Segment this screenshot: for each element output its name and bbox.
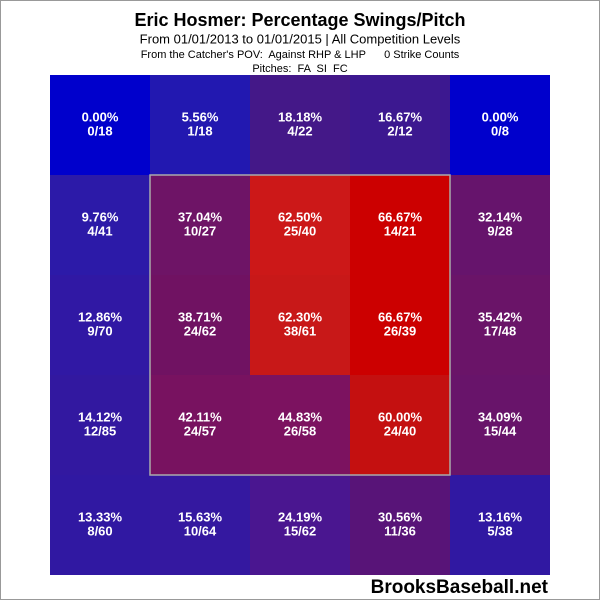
- cell-count-label: 11/36: [384, 523, 416, 538]
- cell-count-label: 24/40: [384, 423, 417, 438]
- heatmap-cell: [150, 375, 250, 475]
- heatmap-cell: [50, 375, 150, 475]
- cell-count-label: 9/70: [87, 323, 112, 338]
- cell-value-label: 9.76%: [82, 209, 119, 224]
- cell-count-label: 1/18: [187, 123, 212, 138]
- cell-value-label: 5.56%: [182, 109, 219, 124]
- cell-value-label: 13.33%: [78, 509, 123, 524]
- heatmap-cell: [150, 175, 250, 275]
- cell-count-label: 9/28: [487, 223, 512, 238]
- heatmap-cell: [50, 175, 150, 275]
- cell-count-label: 25/40: [284, 223, 317, 238]
- heatmap-cell: [350, 175, 450, 275]
- chart-title: Eric Hosmer: Percentage Swings/Pitch: [134, 10, 465, 30]
- cell-value-label: 66.67%: [378, 309, 423, 324]
- cell-count-label: 12/85: [84, 423, 117, 438]
- heatmap-cell: [450, 275, 550, 375]
- cell-count-label: 15/62: [284, 523, 317, 538]
- cell-value-label: 16.67%: [378, 109, 423, 124]
- heatmap-cell: [250, 175, 350, 275]
- heatmap: 0.00%0/185.56%1/1818.18%4/2216.67%2/120.…: [50, 75, 550, 575]
- cell-value-label: 32.14%: [478, 209, 523, 224]
- cell-value-label: 34.09%: [478, 409, 523, 424]
- cell-count-label: 15/44: [484, 423, 517, 438]
- heatmap-cell: [50, 475, 150, 575]
- heatmap-cell: [250, 375, 350, 475]
- heatmap-cell: [350, 375, 450, 475]
- cell-value-label: 62.30%: [278, 309, 323, 324]
- cell-value-label: 0.00%: [82, 109, 119, 124]
- cell-count-label: 0/18: [87, 123, 112, 138]
- cell-value-label: 30.56%: [378, 509, 423, 524]
- heatmap-cell: [450, 475, 550, 575]
- cell-count-label: 2/12: [387, 123, 412, 138]
- cell-value-label: 12.86%: [78, 309, 123, 324]
- note: Pitches: FA SI FC: [252, 63, 347, 75]
- heatmap-cell: [350, 475, 450, 575]
- cell-value-label: 14.12%: [78, 409, 123, 424]
- heatmap-cell: [450, 175, 550, 275]
- cell-value-label: 37.04%: [178, 209, 223, 224]
- strike-zone: [149, 174, 451, 476]
- cell-value-label: 13.16%: [478, 509, 523, 524]
- cell-count-label: 8/60: [87, 523, 112, 538]
- cell-value-label: 38.71%: [178, 309, 223, 324]
- cell-value-label: 0.00%: [482, 109, 519, 124]
- watermark: BrooksBaseball.net: [371, 577, 549, 598]
- cell-value-label: 15.63%: [178, 509, 223, 524]
- cell-value-label: 35.42%: [478, 309, 523, 324]
- cell-count-label: 0/8: [491, 123, 509, 138]
- heatmap-cell: [350, 75, 450, 175]
- cell-count-label: 38/61: [284, 323, 317, 338]
- cell-count-label: 24/62: [184, 323, 217, 338]
- note: From the Catcher's POV: Against RHP & LH…: [141, 49, 460, 61]
- cell-count-label: 10/64: [184, 523, 217, 538]
- cell-value-label: 66.67%: [378, 209, 423, 224]
- heatmap-cell: [150, 75, 250, 175]
- heatmap-cell: [450, 75, 550, 175]
- cell-value-label: 18.18%: [278, 109, 323, 124]
- heatmap-cell: [250, 475, 350, 575]
- heatmap-cell: [150, 475, 250, 575]
- cell-count-label: 17/48: [484, 323, 517, 338]
- cell-count-label: 10/27: [184, 223, 217, 238]
- heatmap-cell: [250, 75, 350, 175]
- cell-count-label: 5/38: [487, 523, 512, 538]
- cell-value-label: 62.50%: [278, 209, 323, 224]
- heatmap-cell: [50, 75, 150, 175]
- cell-value-label: 60.00%: [378, 409, 423, 424]
- subtitle: From 01/01/2013 to 01/01/2015 | All Comp…: [140, 31, 461, 46]
- cell-value-label: 42.11%: [178, 409, 222, 424]
- cell-count-label: 4/22: [287, 123, 312, 138]
- cell-count-label: 4/41: [87, 223, 112, 238]
- heatmap-cell: [250, 275, 350, 375]
- cell-value-label: 44.83%: [278, 409, 323, 424]
- heatmap-cell: [50, 275, 150, 375]
- cell-count-label: 14/21: [384, 223, 417, 238]
- cell-value-label: 24.19%: [278, 509, 323, 524]
- cell-count-label: 26/39: [384, 323, 417, 338]
- heatmap-cell: [450, 375, 550, 475]
- cell-count-label: 26/58: [284, 423, 317, 438]
- heatmap-cell: [150, 275, 250, 375]
- cell-count-label: 24/57: [184, 423, 217, 438]
- heatmap-cell: [350, 275, 450, 375]
